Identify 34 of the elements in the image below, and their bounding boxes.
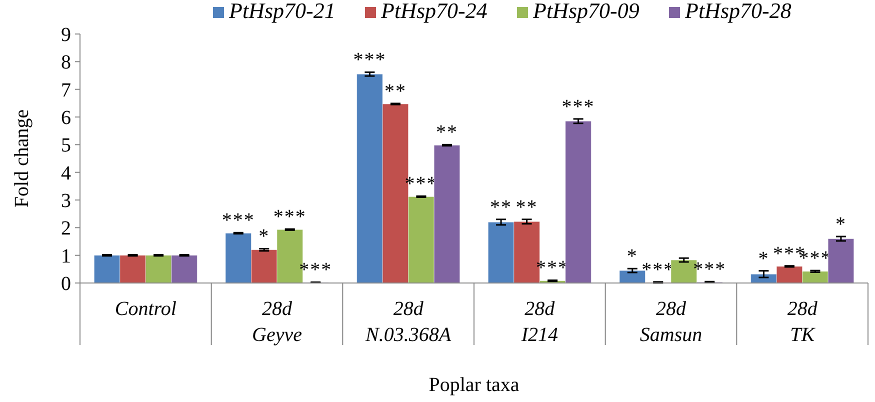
x-tick-label: 28d I214 xyxy=(520,298,558,346)
data-label: * xyxy=(835,214,846,236)
data-label: *** xyxy=(222,210,255,232)
x-tick-label: 28d Samsun xyxy=(640,298,702,346)
data-label: * xyxy=(258,226,270,248)
legend-label: PtHsp70-28 xyxy=(684,0,792,23)
x-tick-label: 28d N.03.368A xyxy=(364,298,452,346)
x-tick-label: Control xyxy=(114,298,177,320)
legend-label: PtHsp70-24 xyxy=(380,0,488,23)
data-label: ** xyxy=(490,196,512,218)
data-label: *** xyxy=(273,206,306,228)
y-tick-label: 5 xyxy=(61,134,71,157)
data-label: *** xyxy=(562,96,595,118)
data-label: ** xyxy=(436,122,458,144)
y-tick-label: 0 xyxy=(61,273,71,295)
data-label: * xyxy=(626,246,638,268)
y-tick-label: 9 xyxy=(61,24,71,46)
x-tick-label: 28d TK xyxy=(787,298,818,346)
y-tick-label: 2 xyxy=(61,218,71,240)
data-label: * xyxy=(758,248,770,270)
y-axis-title: Fold change xyxy=(11,109,33,208)
y-tick-label: 3 xyxy=(61,190,71,212)
y-tick-label: 8 xyxy=(61,52,71,74)
x-axis-title: Poplar taxa xyxy=(428,374,520,396)
data-label: ** xyxy=(516,196,538,218)
y-tick-label: 6 xyxy=(61,107,71,129)
data-label: *** xyxy=(353,49,386,72)
y-tick-label: 7 xyxy=(61,79,71,102)
legend-label: PtHsp70-21 xyxy=(228,0,336,23)
legend-label: PtHsp70-09 xyxy=(532,0,640,23)
x-tick-label: 28d Geyve xyxy=(252,298,302,346)
data-label: ** xyxy=(384,80,406,102)
y-tick-label: 1 xyxy=(61,245,71,268)
y-tick-label: 4 xyxy=(61,162,71,184)
